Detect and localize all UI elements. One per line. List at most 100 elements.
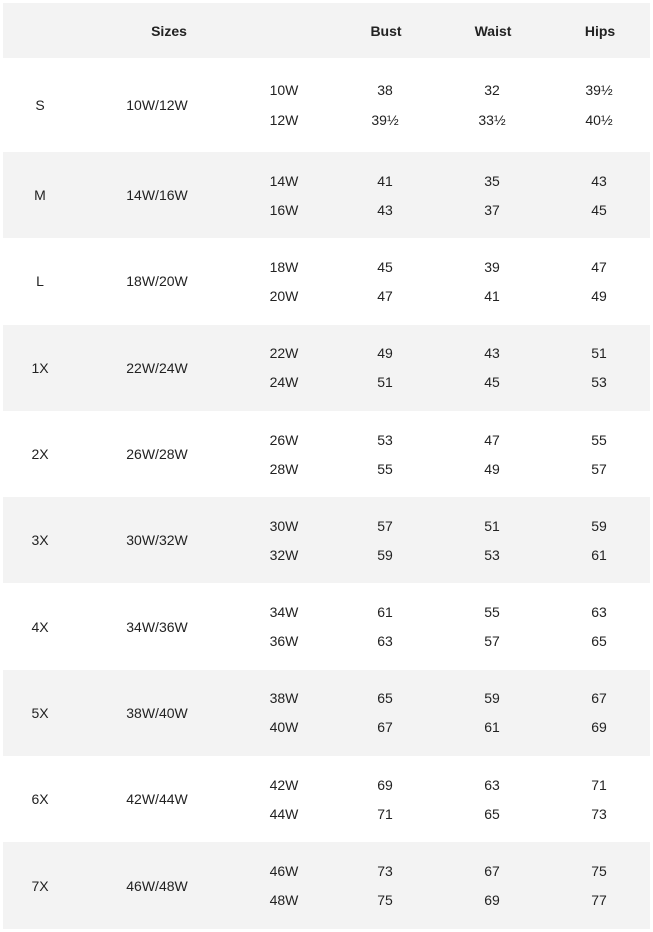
bust-value: 73 [377, 863, 393, 880]
waist-value: 47 [484, 431, 500, 448]
hips-value: 47 [591, 258, 607, 275]
waist-value: 51 [484, 517, 500, 534]
size-range: 30W/32W [126, 532, 188, 549]
sub-size: 18W [269, 258, 299, 275]
table-row: 5X 38W/40W 38W 65 59 67 40W 67 61 69 [3, 669, 650, 757]
sub-size: 22W [269, 345, 299, 362]
size-range: 22W/24W [126, 359, 188, 376]
bust-value: 51 [377, 374, 393, 391]
waist-value: 69 [484, 892, 500, 909]
sub-size: 32W [269, 546, 299, 563]
bust-value: 57 [377, 517, 393, 534]
table-row: 3X 30W/32W 30W 57 51 59 32W 59 53 61 [3, 497, 650, 584]
bust-value: 49 [377, 345, 393, 362]
sub-size: 48W [269, 892, 299, 909]
sub-size: 40W [269, 719, 299, 736]
bust-value: 41 [377, 172, 393, 189]
waist-value: 49 [484, 460, 500, 477]
table-row: 1X 22W/24W 22W 49 43 51 24W 51 45 53 [3, 324, 650, 411]
hips-value: 77 [591, 892, 607, 909]
size-range: 46W/48W [126, 877, 188, 894]
hips-value: 45 [591, 201, 607, 218]
bust-value: 45 [377, 258, 393, 275]
sub-size: 36W [269, 633, 299, 650]
waist-value: 41 [484, 287, 500, 304]
sub-size: 26W [269, 431, 299, 448]
table-row: S 10W/12W 10W 38 32 39½ 12W 39½ 33½ 40½ [3, 58, 650, 152]
sub-size: 12W [269, 112, 299, 128]
hips-value: 40½ [585, 112, 613, 128]
hips-value: 51 [591, 345, 607, 362]
table-row: 6X 42W/44W 42W 69 63 71 44W 71 65 73 [3, 756, 650, 842]
bust-value: 75 [377, 892, 393, 909]
hips-value: 59 [591, 517, 607, 534]
hips-value: 67 [591, 690, 607, 707]
waist-value: 33½ [478, 112, 506, 128]
size-range: 38W/40W [126, 704, 188, 721]
size-label: S [35, 97, 45, 113]
hips-value: 39½ [585, 82, 613, 98]
size-range: 18W/20W [126, 273, 188, 290]
sub-size: 24W [269, 374, 299, 391]
size-label: M [34, 187, 46, 204]
sub-size: 10W [269, 82, 299, 98]
table-row: 4X 34W/36W 34W 61 55 63 36W 63 57 65 [3, 584, 650, 670]
hips-value: 57 [591, 460, 607, 477]
sub-size: 44W [269, 805, 299, 822]
header-bust: Bust [370, 23, 402, 39]
waist-value: 53 [484, 546, 500, 563]
size-range: 10W/12W [126, 97, 188, 113]
waist-value: 43 [484, 345, 500, 362]
size-label: 6X [31, 791, 49, 808]
waist-value: 67 [484, 863, 500, 880]
bust-value: 61 [377, 604, 393, 621]
bust-value: 47 [377, 287, 393, 304]
sub-size: 46W [269, 863, 299, 880]
sub-size: 34W [269, 604, 299, 621]
bust-value: 39½ [371, 112, 399, 128]
waist-value: 37 [484, 201, 500, 218]
hips-value: 73 [591, 805, 607, 822]
sub-size: 30W [269, 517, 299, 534]
size-range: 34W/36W [126, 618, 188, 635]
hips-value: 63 [591, 604, 607, 621]
header-sizes: Sizes [151, 23, 187, 39]
hips-value: 55 [591, 431, 607, 448]
table-row: 2X 26W/28W 26W 53 47 55 28W 55 49 57 [3, 411, 650, 497]
sub-size: 28W [269, 460, 299, 477]
waist-value: 39 [484, 258, 500, 275]
sub-size: 38W [269, 690, 299, 707]
size-label: 2X [31, 446, 49, 463]
sub-size: 16W [269, 201, 299, 218]
sub-size: 14W [269, 172, 299, 189]
header-waist: Waist [474, 23, 512, 39]
table-row: L 18W/20W 18W 45 39 47 20W 47 41 49 [3, 238, 650, 324]
bust-value: 69 [377, 776, 393, 793]
bust-value: 43 [377, 201, 393, 218]
waist-value: 65 [484, 805, 500, 822]
hips-value: 75 [591, 863, 607, 880]
size-label: L [36, 273, 44, 290]
waist-value: 35 [484, 172, 500, 189]
hips-value: 61 [591, 546, 607, 563]
waist-value: 61 [484, 719, 500, 736]
table-header: Sizes Bust Waist Hips [3, 3, 650, 58]
bust-value: 59 [377, 546, 393, 563]
size-label: 1X [31, 359, 49, 376]
bust-value: 65 [377, 690, 393, 707]
waist-value: 55 [484, 604, 500, 621]
size-range: 26W/28W [126, 446, 188, 463]
header-hips: Hips [584, 23, 616, 39]
bust-value: 38 [377, 82, 393, 98]
hips-value: 65 [591, 633, 607, 650]
size-label: 3X [31, 532, 49, 549]
size-label: 5X [31, 704, 49, 721]
waist-value: 63 [484, 776, 500, 793]
sub-size: 20W [269, 287, 299, 304]
hips-value: 53 [591, 374, 607, 391]
bust-value: 63 [377, 633, 393, 650]
bust-value: 55 [377, 460, 393, 477]
sub-size: 42W [269, 776, 299, 793]
waist-value: 59 [484, 690, 500, 707]
table-row: 7X 46W/48W 46W 73 67 75 48W 75 69 77 [3, 842, 650, 929]
